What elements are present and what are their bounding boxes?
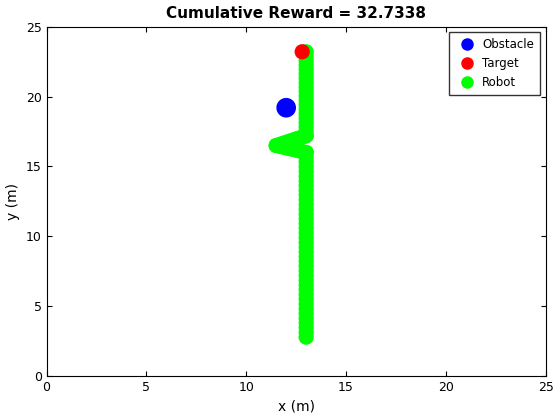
Robot <box>295 147 304 154</box>
Robot <box>288 136 297 143</box>
Robot <box>302 239 311 246</box>
Robot <box>302 206 311 213</box>
Robot <box>302 48 311 55</box>
Robot <box>282 139 291 146</box>
Robot <box>302 132 311 139</box>
Robot <box>302 249 311 255</box>
Robot <box>302 92 311 99</box>
Robot <box>302 128 311 135</box>
Robot <box>302 234 311 241</box>
Robot <box>302 159 311 165</box>
Robot <box>298 134 307 140</box>
Robot <box>302 315 311 322</box>
Robot <box>302 173 311 179</box>
Robot <box>302 305 311 312</box>
Robot <box>302 62 311 68</box>
Robot <box>302 310 311 317</box>
Robot <box>302 201 311 208</box>
Robot <box>302 268 311 274</box>
Robot <box>302 168 311 175</box>
Robot <box>302 286 311 293</box>
Robot <box>302 79 311 86</box>
Robot <box>302 225 311 231</box>
Robot <box>302 277 311 284</box>
Robot <box>302 71 311 77</box>
Robot <box>302 329 311 336</box>
Robot <box>302 97 311 104</box>
Robot <box>302 88 311 95</box>
Robot <box>302 215 311 222</box>
Y-axis label: y (m): y (m) <box>6 183 20 220</box>
Robot <box>302 197 311 203</box>
Robot <box>302 57 311 64</box>
Robot <box>302 334 311 341</box>
Robot <box>302 272 311 279</box>
Robot <box>282 144 291 151</box>
Robot <box>302 178 311 184</box>
Robot <box>302 101 311 108</box>
Robot <box>302 182 311 189</box>
Robot <box>302 115 311 121</box>
Robot <box>302 220 311 227</box>
Robot <box>302 66 311 73</box>
Robot <box>302 258 311 265</box>
Robot <box>302 253 311 260</box>
Robot <box>272 142 281 149</box>
Robot <box>302 110 311 117</box>
Robot <box>302 132 311 139</box>
Robot <box>302 244 311 251</box>
Robot <box>275 141 284 148</box>
Robot <box>302 296 311 303</box>
Robot <box>278 144 287 150</box>
Robot <box>302 163 311 170</box>
Legend: Obstacle, Target, Robot: Obstacle, Target, Robot <box>449 32 540 95</box>
Robot <box>285 138 294 144</box>
Robot <box>302 230 311 236</box>
Robot <box>302 263 311 270</box>
Target <box>298 48 307 55</box>
Robot <box>288 146 297 153</box>
Robot <box>302 123 311 130</box>
Robot <box>292 136 301 142</box>
Obstacle <box>282 104 291 111</box>
Robot <box>302 149 311 156</box>
Robot <box>278 140 287 147</box>
Robot <box>302 84 311 90</box>
Robot <box>302 320 311 326</box>
Robot <box>302 154 311 160</box>
Title: Cumulative Reward = 32.7338: Cumulative Reward = 32.7338 <box>166 6 426 21</box>
Robot <box>302 106 311 113</box>
Robot <box>302 291 311 298</box>
Robot <box>302 187 311 194</box>
Robot <box>302 324 311 331</box>
Robot <box>302 211 311 218</box>
Robot <box>292 147 301 154</box>
Robot <box>302 119 311 126</box>
Robot <box>302 53 311 60</box>
Robot <box>275 143 284 150</box>
Robot <box>298 148 307 155</box>
Robot <box>272 142 281 149</box>
Robot <box>302 301 311 307</box>
Robot <box>302 282 311 289</box>
Robot <box>285 145 294 152</box>
Robot <box>295 134 304 141</box>
Robot <box>302 192 311 199</box>
X-axis label: x (m): x (m) <box>278 400 315 414</box>
Robot <box>302 75 311 81</box>
Robot <box>302 149 311 156</box>
